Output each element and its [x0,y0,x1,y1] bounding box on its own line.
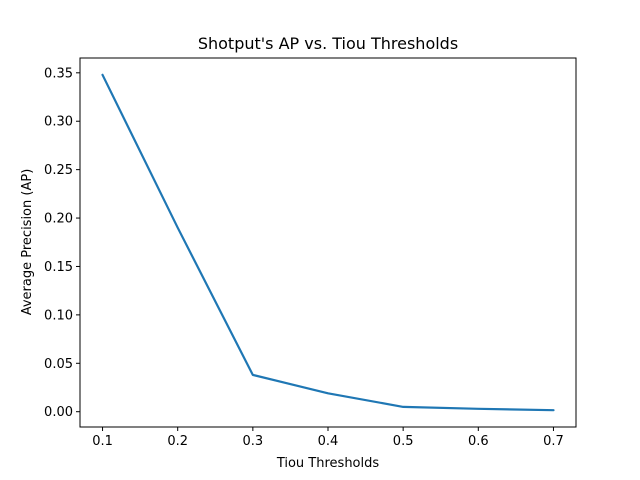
x-tick-label: 0.4 [318,434,339,449]
y-tick-label: 0.25 [44,163,73,178]
y-tick-label: 0.15 [44,260,73,275]
x-axis: 0.1 0.2 0.3 0.4 0.5 0.6 0.7 [92,427,564,449]
y-tick-label: 0.00 [44,405,73,420]
y-tick-label: 0.10 [44,308,73,323]
x-tick-label: 0.2 [167,434,188,449]
x-axis-label: Tiou Thresholds [276,456,380,471]
y-tick-label: 0.05 [44,357,73,372]
x-tick-label: 0.5 [393,434,414,449]
plot-area-frame [79,57,577,428]
chart-title: Shotput's AP vs. Tiou Thresholds [198,34,458,53]
x-tick-label: 0.7 [543,434,564,449]
y-axis-label: Average Precision (AP) [20,169,35,316]
y-tick-label: 0.20 [44,212,73,227]
series-layer [101,73,555,412]
y-axis: 0.00 0.05 0.10 0.15 0.20 0.25 0.30 0.35 [44,66,80,420]
y-tick-label: 0.35 [44,66,73,81]
y-tick-label: 0.30 [44,115,73,130]
x-tick-label: 0.1 [92,434,113,449]
series-line [101,73,555,412]
x-tick-label: 0.3 [243,434,264,449]
x-tick-label: 0.6 [468,434,489,449]
